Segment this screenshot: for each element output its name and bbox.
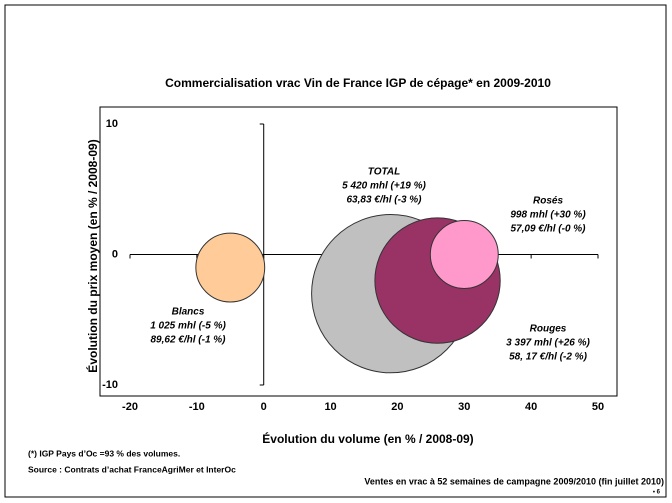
bubble-name: TOTAL xyxy=(368,167,400,178)
bubble-name: Rouges xyxy=(530,324,567,335)
y-tick-label: -10 xyxy=(102,379,118,391)
bubble-label: 1 025 mhl (-5 %) xyxy=(150,321,226,332)
bubble-label: 3 397 mhl (+26 %) xyxy=(506,338,590,349)
x-tick-label: 40 xyxy=(525,401,537,413)
x-axis-label: Évolution du volume (en % / 2008-09) xyxy=(262,431,473,446)
chart-title: Commercialisation vrac Vin de France IGP… xyxy=(165,76,551,90)
page-number: • 6 xyxy=(653,490,661,496)
bubble-label: 89,62 €/hl (-1 %) xyxy=(150,335,226,346)
bubble-label: 63,83 €/hl (-3 %) xyxy=(346,195,422,206)
bubble-label: 5 420 mhl (+19 %) xyxy=(342,181,426,192)
caption: Ventes en vrac à 52 semaines de campagne… xyxy=(364,476,664,486)
y-tick-label: 0 xyxy=(112,248,118,260)
x-tick-label: 50 xyxy=(592,401,604,413)
bubble-name: Rosés xyxy=(533,196,563,207)
x-tick-label: 30 xyxy=(458,401,470,413)
x-tick-label: -10 xyxy=(189,401,205,413)
source: Source : Contrats d’achat FranceAgriMer … xyxy=(28,464,236,474)
bubble-label: 57,09 €/hl (-0 %) xyxy=(510,224,586,235)
bubble-label: 58, 17 €/hl (-2 %) xyxy=(509,352,587,363)
bubble-name: Blancs xyxy=(172,307,205,318)
y-axis-label: Évolution du prix moyen (en % / 2008-09) xyxy=(85,139,100,372)
x-tick-label: 0 xyxy=(261,401,267,413)
bubble xyxy=(429,220,499,289)
x-tick-label: -20 xyxy=(122,401,138,413)
bubble xyxy=(195,232,266,303)
bubble-label: 998 mhl (+30 %) xyxy=(510,210,586,221)
y-tick-label: 10 xyxy=(106,118,118,130)
x-tick-label: 20 xyxy=(391,401,403,413)
x-tick-label: 10 xyxy=(324,401,336,413)
footnote: (*) IGP Pays d’Oc =93 % des volumes. xyxy=(28,448,180,458)
